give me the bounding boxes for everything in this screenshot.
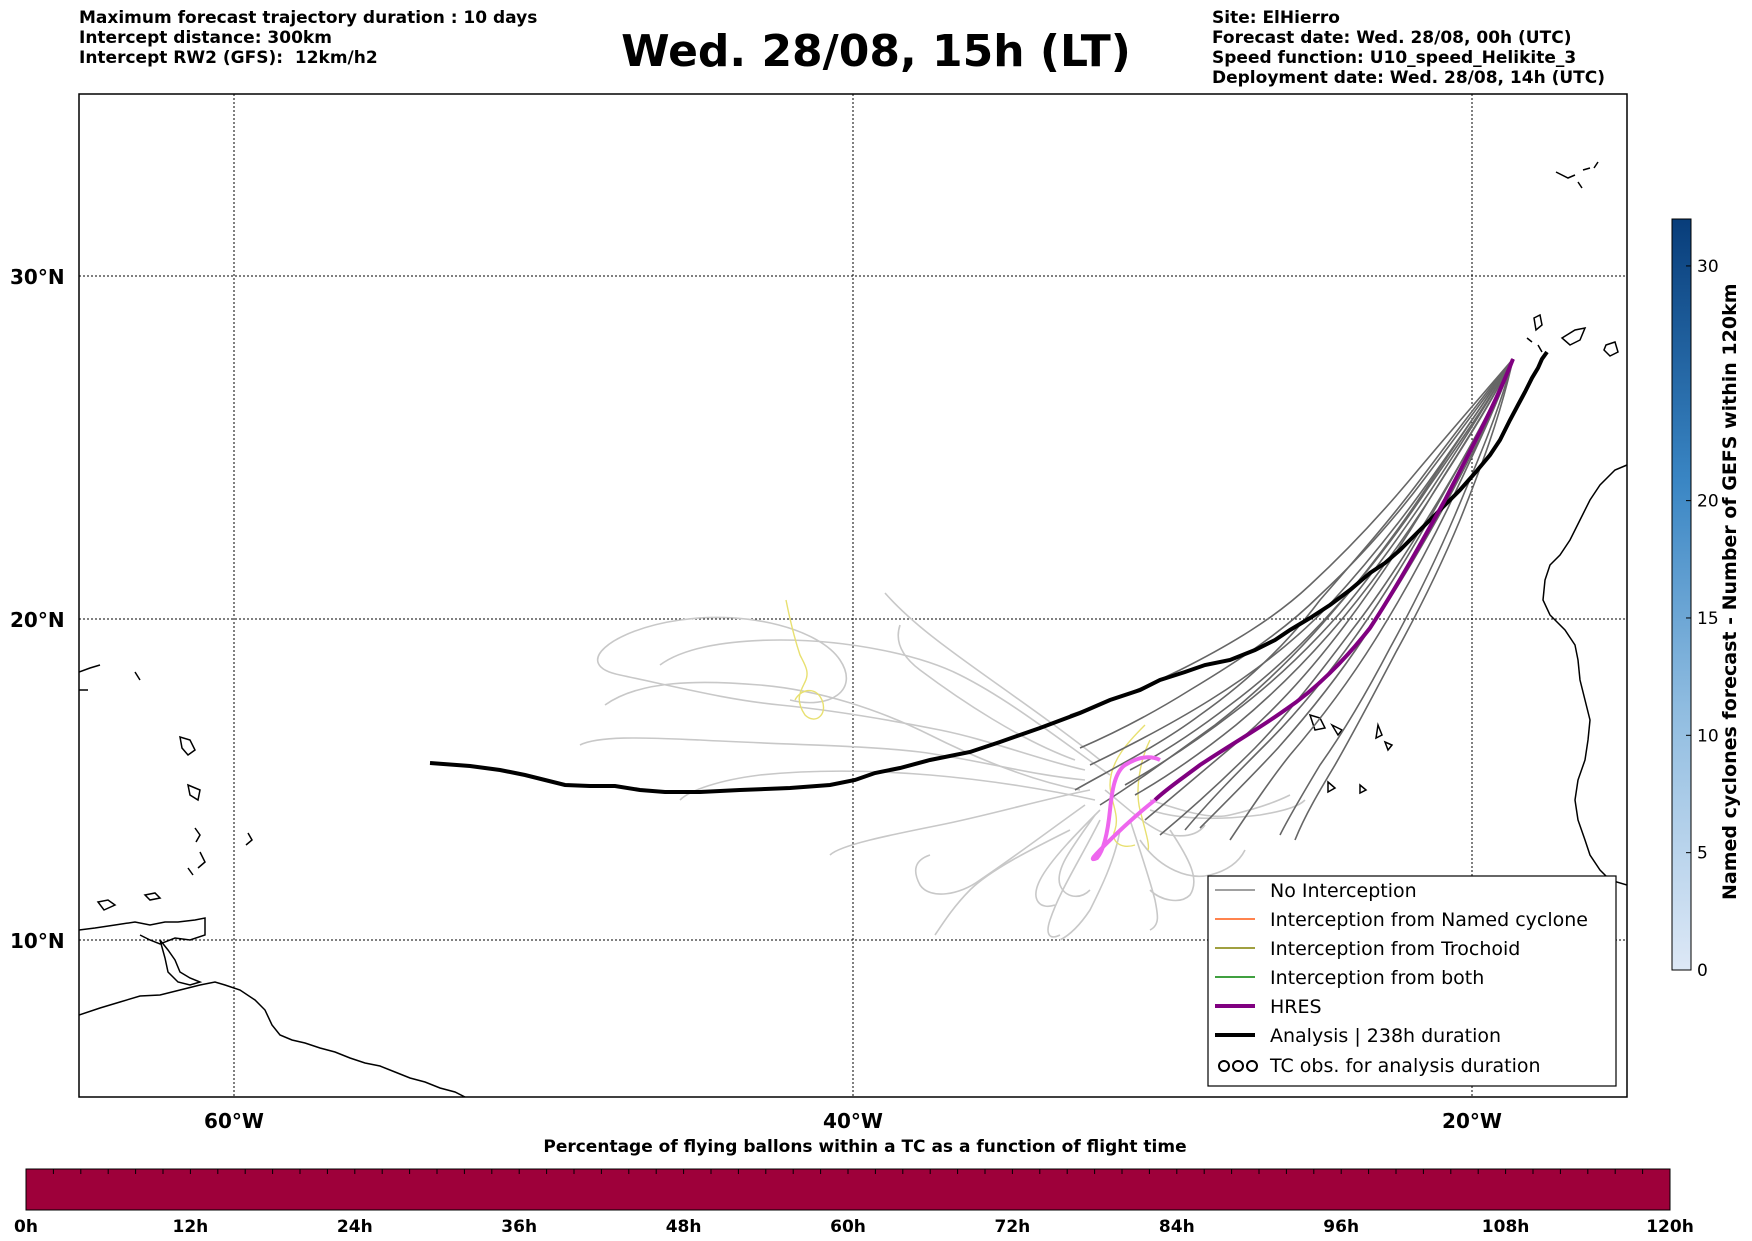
bottom-bar [25, 1168, 1671, 1211]
analysis-track [429, 350, 1549, 794]
intercept-distance-text: Intercept distance: 300km [79, 28, 332, 48]
lon-label-20w: 20°W [1442, 1109, 1502, 1133]
canary-islands [1526, 313, 1619, 357]
trinidad-coast [159, 939, 203, 986]
lon-label-40w: 40°W [823, 1109, 883, 1133]
bottom-bar-tick-label: 12h [172, 1217, 209, 1237]
lesser-antilles [187, 827, 253, 876]
speed-function-text: Speed function: U10_speed_Helikite_3 [1212, 48, 1577, 68]
bottom-bar-tick-label: 36h [501, 1217, 538, 1237]
bottom-bar-minor-ticks [52, 1169, 1644, 1174]
colorbar-label: Named cyclones forecast - Number of GEFS… [1719, 283, 1741, 900]
deployment-date-text: Deployment date: Wed. 28/08, 14h (UTC) [1212, 68, 1606, 88]
map-frame [78, 93, 1628, 1098]
legend-box [1207, 875, 1617, 1087]
colorbar: 0 5 10 15 20 30 [1671, 218, 1719, 981]
bottom-bar-tick-label: 48h [665, 1217, 702, 1237]
legend-label-trochoid: Interception from Trochoid [1270, 938, 1520, 960]
bottom-bar-tick-label: 120h [1646, 1217, 1694, 1237]
bottom-bar-tick-label: 24h [336, 1217, 373, 1237]
header-right-info: Site: ElHierro Forecast date: Wed. 28/08… [1212, 8, 1605, 88]
ensemble-light-tracks [579, 592, 1306, 941]
tc-obs-icon [1218, 1060, 1258, 1072]
colorbar-ticks: 0 5 10 15 20 30 [1686, 257, 1719, 981]
colorbar-tick-label: 15 [1697, 609, 1719, 629]
colorbar-tick-label: 10 [1697, 726, 1719, 746]
site-text: Site: ElHierro [1212, 8, 1340, 28]
africa-west-coast [1542, 464, 1627, 886]
legend-label-no-interception: No Interception [1270, 880, 1417, 902]
colorbar-tick-label: 20 [1697, 492, 1719, 512]
lat-label-20n: 20°N [10, 608, 65, 632]
bottom-bar-tick-label: 84h [1158, 1217, 1195, 1237]
bottom-bar-fill [25, 1168, 1671, 1211]
colorbar-gradient [1671, 218, 1692, 971]
colorbar-tick-label: 5 [1697, 844, 1708, 864]
hres-track [1153, 358, 1515, 802]
caribbean-islands-b [96, 892, 162, 911]
hres-track-highlight [1090, 755, 1161, 862]
colorbar-tick-label: 0 [1697, 961, 1708, 981]
legend-label-named-cyclone: Interception from Named cyclone [1270, 909, 1588, 931]
legend-label-hres: HRES [1270, 996, 1322, 1018]
caribbean-coast-a [79, 664, 101, 691]
lat-label-30n: 30°N [10, 265, 65, 289]
south-america-coast [79, 981, 466, 1097]
intercept-rw2-text: Intercept RW2 (GFS): 12km/h2 [79, 48, 378, 68]
legend-label-tc-obs: TC obs. for analysis duration [1269, 1055, 1541, 1077]
coastlines [79, 161, 1627, 1097]
lon-label-60w: 60°W [204, 1109, 264, 1133]
forecast-date-text: Forecast date: Wed. 28/08, 00h (UTC) [1212, 28, 1572, 48]
bottom-bar-tick-label: 72h [994, 1217, 1031, 1237]
legend-label-both: Interception from both [1270, 967, 1484, 989]
page-title: Wed. 28/08, 15h (LT) [621, 26, 1131, 77]
legend-label-analysis: Analysis | 238h duration [1270, 1025, 1501, 1047]
caribbean-islands-a [134, 671, 201, 802]
bottom-bar-title: Percentage of flying ballons within a TC… [543, 1137, 1187, 1157]
bottom-bar-tick-label: 108h [1481, 1217, 1530, 1237]
lat-label-10n: 10°N [10, 929, 65, 953]
legend: No Interception Interception from Named … [1207, 875, 1617, 1087]
colorbar-tick-label: 30 [1697, 257, 1719, 277]
max-duration-text: Maximum forecast trajectory duration : 1… [79, 8, 538, 28]
bottom-bar-tick-label: 60h [830, 1217, 866, 1237]
hispaniola-coast [79, 917, 206, 945]
header-left-info: Maximum forecast trajectory duration : 1… [79, 8, 537, 68]
axis-labels: 30°N 20°N 10°N 60°W 40°W 20°W [10, 265, 1502, 1133]
bottom-bar-tick-label: 0h [14, 1217, 38, 1237]
madeira-coast [1555, 161, 1599, 189]
bottom-bar-tick-label: 96h [1323, 1217, 1360, 1237]
cape-verde-islands [1308, 713, 1394, 795]
